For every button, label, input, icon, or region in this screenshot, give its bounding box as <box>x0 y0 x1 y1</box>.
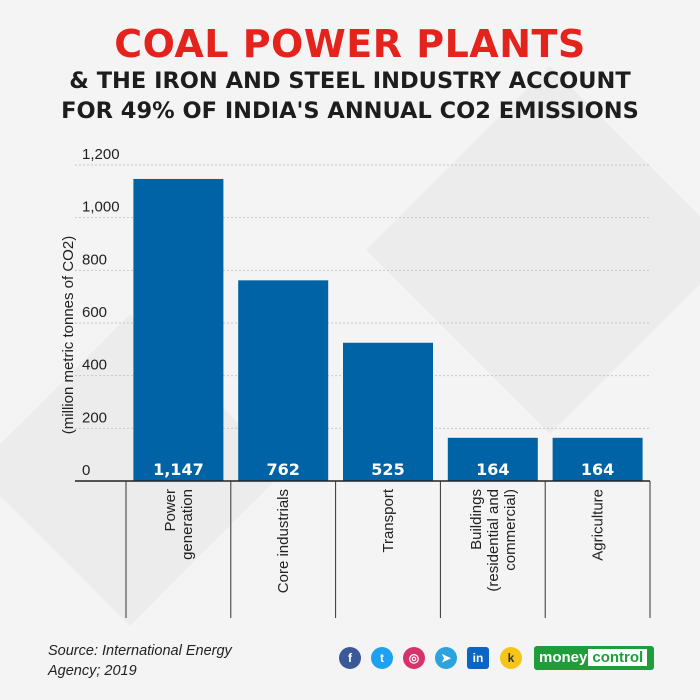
bar <box>133 178 224 481</box>
y-axis-title: (million metric tonnes of CO2) <box>60 236 77 434</box>
y-tick-label: 400 <box>82 357 107 374</box>
source-note: Source: International Energy Agency; 201… <box>48 641 278 681</box>
x-category-label: Buildings <box>468 489 485 550</box>
x-category-label: Transport <box>380 488 397 552</box>
chart-subtitle-line-1: & THE IRON AND STEEL INDUSTRY ACCOUNT <box>69 68 631 94</box>
x-category-label: commercial) <box>502 489 519 571</box>
chart-subtitle-line-2: FOR 49% OF INDIA'S ANNUAL CO2 EMISSIONS <box>61 98 639 124</box>
y-tick-label: 0 <box>82 462 90 479</box>
bar <box>238 280 329 481</box>
bar <box>552 437 643 481</box>
instagram-icon[interactable]: ◎ <box>403 647 425 669</box>
x-category-label: Core industrials <box>275 489 292 593</box>
bar-value-label: 164 <box>476 460 509 479</box>
y-tick-label: 200 <box>82 409 107 426</box>
brand-part-1: money <box>539 649 588 666</box>
bar-chart: 0 200 400 600 800 1,000 1,200 (million metric t… <box>60 146 651 618</box>
y-tick-label: 600 <box>82 304 107 321</box>
source-line-2: Agency; 2019 <box>48 663 137 679</box>
bar-value-label: 1,147 <box>153 460 204 479</box>
brand-part-2: control <box>588 649 648 666</box>
x-category-label: generation <box>179 489 196 560</box>
source-line-1: Source: International Energy <box>48 643 232 659</box>
koo-icon[interactable]: k <box>500 647 522 669</box>
y-tick-label: 1,000 <box>82 199 120 216</box>
moneycontrol-logo[interactable]: money control <box>534 646 654 670</box>
bar-value-label: 762 <box>266 460 299 479</box>
x-category-label: (residential and <box>485 489 502 592</box>
telegram-icon[interactable]: ➤ <box>435 647 457 669</box>
linkedin-icon[interactable]: in <box>467 647 489 669</box>
twitter-icon[interactable]: t <box>371 647 393 669</box>
bar <box>343 342 433 481</box>
y-tick-label: 800 <box>82 251 107 268</box>
x-category-label: Agriculture <box>590 489 607 561</box>
x-category-label: Power <box>162 489 179 532</box>
facebook-icon[interactable]: f <box>339 647 361 669</box>
y-tick-label: 1,200 <box>82 146 120 163</box>
bar-value-label: 164 <box>581 460 614 479</box>
bar <box>447 437 538 481</box>
bar-value-label: 525 <box>371 460 404 479</box>
chart-title: COAL POWER PLANTS <box>114 22 586 66</box>
